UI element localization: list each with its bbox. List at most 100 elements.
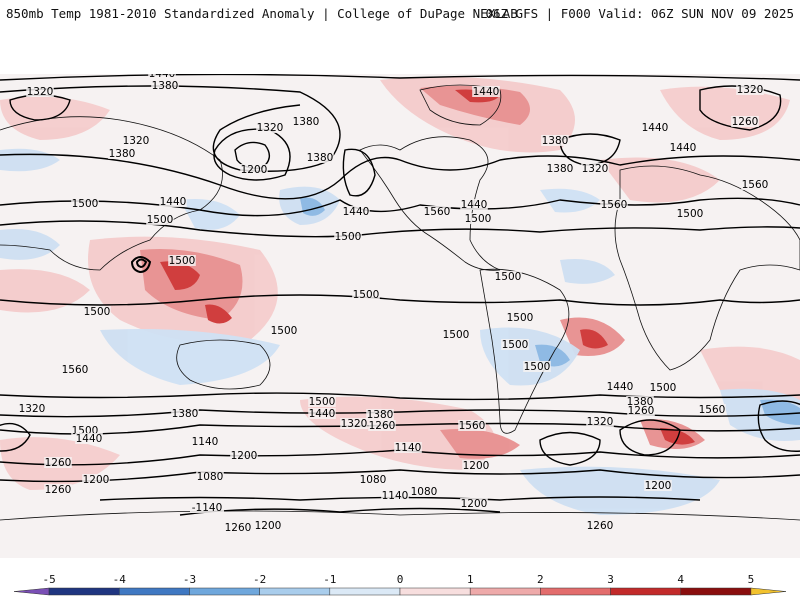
contour-label-bg bbox=[334, 231, 362, 242]
contour-label-bg bbox=[83, 306, 111, 317]
contour-label-bg bbox=[122, 135, 150, 146]
colorbar-bin bbox=[48, 587, 120, 596]
contour-label: 1500 bbox=[84, 306, 111, 318]
cool-anomaly-region bbox=[0, 229, 60, 260]
colorbar-tick-label: 0 bbox=[397, 573, 404, 586]
contour-label-bg bbox=[581, 163, 609, 174]
colorbar-tick-label: 2 bbox=[537, 573, 544, 586]
colorbar-bin bbox=[469, 587, 541, 596]
colorbar-bin bbox=[540, 587, 611, 596]
colorbar-tick-label: 3 bbox=[607, 573, 614, 586]
contour-label: 1500 bbox=[677, 208, 704, 220]
contour-1500-tropics bbox=[0, 294, 800, 306]
contour-label-bg bbox=[44, 484, 72, 495]
contour-label: 1500 bbox=[147, 214, 174, 226]
south-america-coast bbox=[479, 268, 570, 434]
contour-label-bg bbox=[71, 198, 99, 209]
contour-label: 1440 bbox=[670, 142, 697, 154]
contour-label-bg bbox=[224, 522, 252, 533]
colorbar-tick-label: 5 bbox=[748, 573, 755, 586]
contour-label-bg bbox=[541, 135, 569, 146]
contour-label-bg bbox=[240, 164, 268, 175]
contour-label-bg bbox=[676, 208, 704, 219]
contour-label-bg bbox=[308, 396, 336, 407]
contour-label-bg bbox=[159, 196, 187, 207]
colorbar-tick-labels: -5 -4 -3 -2 -1 0 1 2 3 4 5 bbox=[42, 573, 754, 586]
warm-anomaly-region bbox=[0, 269, 90, 313]
contour-label-bg bbox=[546, 163, 574, 174]
colorbar-tick-label: -5 bbox=[42, 573, 55, 586]
contour-label-bg bbox=[460, 199, 488, 210]
contour-label: 1380 bbox=[367, 409, 394, 421]
contour-label-bg bbox=[464, 213, 492, 224]
cool-anomaly-region bbox=[0, 148, 60, 172]
contour-label-bg bbox=[442, 329, 470, 340]
warm-anomaly-region bbox=[600, 157, 720, 203]
contour-low-asia bbox=[213, 128, 291, 181]
contour-label: 1560 bbox=[742, 179, 769, 191]
contour-label: 1500 bbox=[353, 289, 380, 301]
contour-label-bg bbox=[641, 122, 669, 133]
contour-low-eurasia bbox=[559, 133, 621, 166]
contour-label-bg bbox=[494, 271, 522, 282]
contour-label: 1500 bbox=[650, 382, 677, 394]
contour-label-bg bbox=[171, 408, 199, 419]
contour-label-bg bbox=[190, 502, 224, 513]
contour-low-south-atl bbox=[539, 431, 601, 466]
colorbar-bin bbox=[610, 587, 681, 596]
contour-label: 1500 bbox=[495, 271, 522, 283]
greenland-coast bbox=[419, 84, 502, 126]
model-run-label: 06Z GFS | F000 Valid: 06Z SUN NOV 09 202… bbox=[485, 6, 794, 21]
contour-label-bg bbox=[472, 86, 500, 97]
contour-label: -1140 bbox=[192, 502, 223, 514]
contour-label: 1320 bbox=[737, 84, 764, 96]
contour-label-bg bbox=[292, 116, 320, 127]
colorbar-tick-label: -3 bbox=[183, 573, 196, 586]
contour-label: 1440 bbox=[461, 199, 488, 211]
contour-label: 1200 bbox=[241, 164, 268, 176]
cool-anomaly-region bbox=[760, 399, 800, 425]
contour-label: 1440 bbox=[76, 433, 103, 445]
cool-anomaly-region bbox=[100, 329, 280, 385]
contour-label: 1260 bbox=[225, 522, 252, 534]
contour-label-bg bbox=[352, 289, 380, 300]
colorbar-tick-label: -4 bbox=[113, 573, 127, 586]
contour-label-bg bbox=[731, 116, 759, 127]
contour-1380-south bbox=[0, 422, 800, 435]
contour-label: 1200 bbox=[83, 474, 110, 486]
warm-anomaly-region bbox=[440, 429, 520, 459]
colorbar-tick-label: -1 bbox=[323, 573, 336, 586]
contour-label-bg bbox=[644, 480, 672, 491]
contour-label: 1140 bbox=[382, 490, 409, 502]
contour-label-bg bbox=[256, 122, 284, 133]
contour-label: 1380 bbox=[172, 408, 199, 420]
contour-1200-south bbox=[0, 469, 800, 483]
colorbar-bin bbox=[750, 587, 787, 596]
colorbar-tick-label: 4 bbox=[677, 573, 684, 586]
contour-label: 1200 bbox=[461, 498, 488, 510]
contour-label-bg bbox=[410, 486, 438, 497]
contour-label: 1500 bbox=[309, 396, 336, 408]
contour-label: 1320 bbox=[582, 163, 609, 175]
contour-label: 1560 bbox=[424, 206, 451, 218]
contour-label: 1260 bbox=[45, 484, 72, 496]
contour-label-bg bbox=[71, 425, 99, 436]
contour-label: 1380 bbox=[307, 152, 334, 164]
cool-anomaly-region bbox=[180, 199, 240, 230]
contour-label: 1320 bbox=[123, 135, 150, 147]
contour-label: 1440 bbox=[642, 122, 669, 134]
contour-label: 1200 bbox=[231, 450, 258, 462]
map-panel[interactable]: 1440 1380 1320 1320 1380 1320 1380 1380 1200 1440… bbox=[0, 74, 800, 558]
contour-cyclone-wpac bbox=[130, 256, 152, 274]
warm-anomaly-region bbox=[420, 85, 530, 125]
colorbar-legend: -5 -4 -3 -2 -1 0 1 2 3 4 5 bbox=[0, 570, 800, 600]
contour-label: 1440 bbox=[149, 74, 176, 80]
contour-label: 1440 bbox=[607, 381, 634, 393]
contour-label: 1320 bbox=[257, 122, 284, 134]
contour-label-bg bbox=[506, 312, 534, 323]
contour-label-bg bbox=[359, 474, 387, 485]
contour-label: 1500 bbox=[169, 255, 196, 267]
colorbar-svg: -5 -4 -3 -2 -1 0 1 2 3 4 5 bbox=[13, 573, 787, 596]
contour-label-bg bbox=[148, 74, 176, 79]
contour-label: 1560 bbox=[62, 364, 89, 376]
